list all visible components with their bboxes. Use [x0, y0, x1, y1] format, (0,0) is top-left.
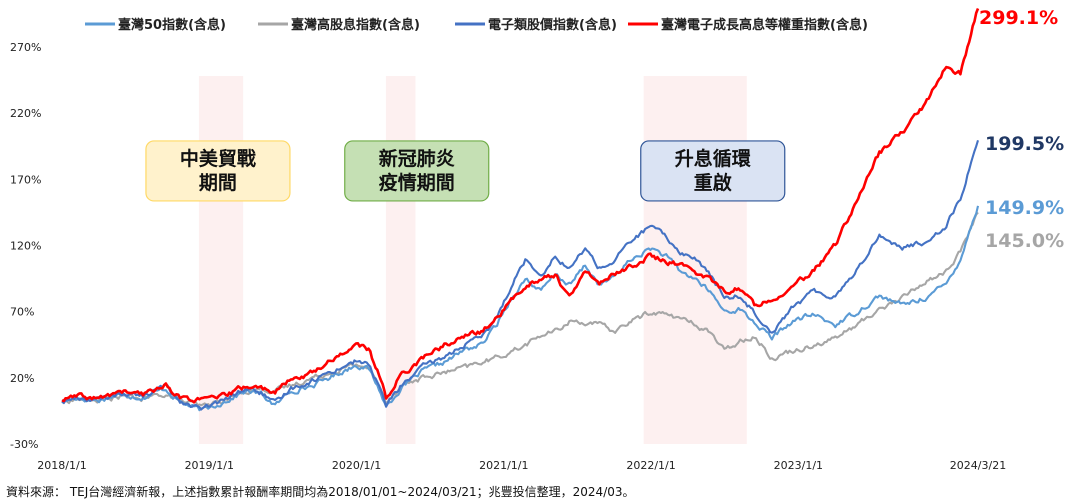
end-labels: 149.9% 145.0% 199.5% 299.1%: [979, 7, 1064, 252]
source-note: 資料來源： TEJ台灣經濟新報，上述指數累計報酬率期間均為2018/01/01~…: [6, 485, 635, 499]
y-tick-label-7: 270%: [10, 41, 41, 54]
x-axis: 2018/1/1 2019/1/1 2020/1/1 2021/1/1 2022/1/1…: [37, 459, 1006, 472]
y-tick-label-1: -30%: [10, 438, 38, 451]
y-tick-label-2: 20%: [10, 372, 34, 385]
x-tick-label-3: 2020/1/1: [332, 459, 381, 472]
y-tick-label-5: 170%: [10, 173, 41, 186]
legend: 臺灣50指數(含息) 臺灣高股息指數(含息) 電子類股價指數(含息) 臺灣電子成長高息…: [85, 17, 868, 33]
period-label-1-line-1: 中美貿戰: [180, 147, 256, 170]
end-label-2: 145.0%: [985, 230, 1064, 252]
end-label-3: 199.5%: [985, 133, 1064, 155]
series-line-1: [61, 205, 980, 412]
period-label-3-line-2: 重啟: [694, 171, 732, 194]
x-tick-label-7: 2024/3/21: [950, 459, 1006, 472]
period-box-1: [145, 140, 291, 202]
x-tick-label-5: 2022/1/1: [626, 459, 675, 472]
shaded-period-1: [198, 76, 244, 444]
series-line-4: [61, 8, 980, 404]
x-tick-label-1: 2018/1/1: [37, 459, 86, 472]
series-line-3: [61, 139, 980, 411]
y-tick-label-3: 70%: [10, 306, 34, 319]
x-tick-label-4: 2021/1/1: [479, 459, 528, 472]
period-label-1-line-2: 期間: [199, 172, 237, 194]
end-label-1: 149.9%: [985, 197, 1064, 219]
period-label-2-line-2: 疫情期間: [379, 171, 455, 194]
series-lines: [61, 8, 980, 412]
end-label-4: 299.1%: [979, 7, 1058, 29]
legend-label-2: 臺灣高股息指數(含息): [291, 17, 420, 33]
x-tick-label-6: 2023/1/1: [774, 459, 823, 472]
legend-label-4: 臺灣電子成長高息等權重指數(含息): [661, 17, 868, 33]
period-label-3-line-1: 升息循環: [675, 147, 752, 170]
y-tick-label-4: 120%: [10, 240, 41, 253]
legend-label-1: 臺灣50指數(含息): [118, 17, 226, 33]
period-label-2-line-1: 新冠肺炎: [379, 147, 455, 170]
legend-label-3: 電子類股價指數(含息): [488, 17, 617, 33]
period-box-2: [344, 140, 490, 202]
y-axis: -30% 20% 70% 120% 170% 220% 270%: [10, 41, 41, 451]
period-box-3: [640, 140, 786, 202]
x-tick-label-2: 2019/1/1: [185, 459, 234, 472]
y-tick-label-6: 220%: [10, 107, 41, 120]
